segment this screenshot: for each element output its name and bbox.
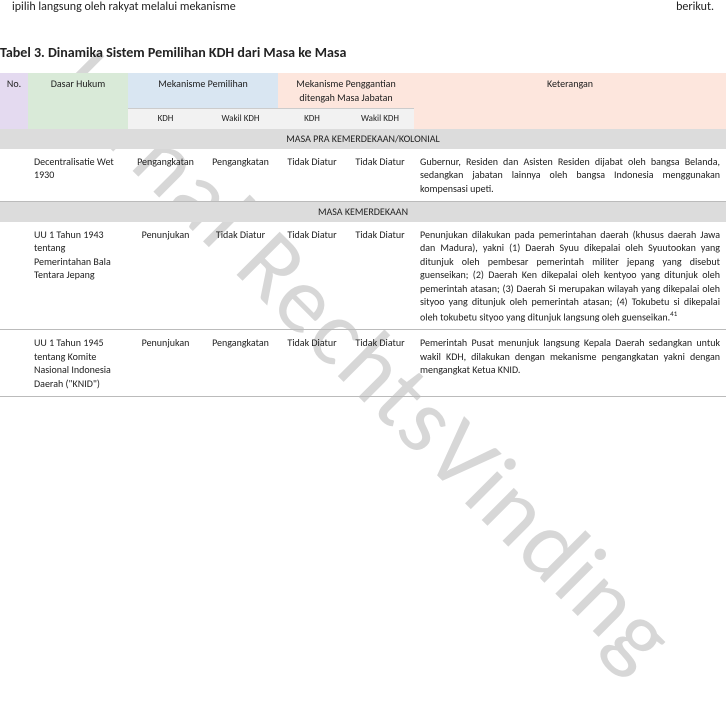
subheader-wakil-kdh-1: Wakil KDH bbox=[203, 109, 278, 130]
cell-no bbox=[0, 149, 28, 202]
cell-kdh: Penunjukan bbox=[128, 222, 203, 330]
kdh-table: No. Dasar Hukum Mekanisme Pemilihan Meka… bbox=[0, 73, 726, 397]
header-no: No. bbox=[0, 73, 28, 129]
subheader-kdh-1: KDH bbox=[128, 109, 203, 130]
page-content: ipilih langsung oleh rakyat melalui meka… bbox=[0, 0, 726, 397]
cell-dasar: UU 1 Tahun 1945 tentang Komite Nasional … bbox=[28, 330, 128, 397]
table-row: Decentralisatie Wet 1930 Pengangkatan Pe… bbox=[0, 149, 726, 202]
cell-kdh: Penunjukan bbox=[128, 330, 203, 397]
table-header: No. Dasar Hukum Mekanisme Pemilihan Meka… bbox=[0, 73, 726, 129]
table-row: UU 1 Tahun 1945 tentang Komite Nasional … bbox=[0, 330, 726, 397]
top-fragment-text: ipilih langsung oleh rakyat melalui meka… bbox=[0, 0, 726, 14]
section-label: MASA KEMERDEKAAN bbox=[0, 202, 726, 222]
header-dasar-hukum: Dasar Hukum bbox=[28, 73, 128, 129]
cell-dasar: Decentralisatie Wet 1930 bbox=[28, 149, 128, 202]
top-right-text: berikut. bbox=[676, 0, 714, 14]
cell-keterangan: Gubernur, Residen dan Asisten Residen di… bbox=[414, 149, 726, 202]
cell-pengganti-wakil-kdh: Tidak Diatur bbox=[346, 149, 414, 202]
footnote-ref: 41 bbox=[670, 309, 677, 318]
table-row: UU 1 Tahun 1943 tentang Pemerintahan Bal… bbox=[0, 222, 726, 330]
cell-pengganti-wakil-kdh: Tidak Diatur bbox=[346, 222, 414, 330]
top-left-text: ipilih langsung oleh rakyat melalui meka… bbox=[12, 0, 236, 14]
cell-keterangan: Pemerintah Pusat menunjuk langsung Kepal… bbox=[414, 330, 726, 397]
cell-kdh: Pengangkatan bbox=[128, 149, 203, 202]
cell-pengganti-wakil-kdh: Tidak Diatur bbox=[346, 330, 414, 397]
cell-pengganti-kdh: Tidak Diatur bbox=[278, 149, 346, 202]
cell-keterangan: Penunjukan dilakukan pada pemerintahan d… bbox=[414, 222, 726, 330]
header-keterangan: Keterangan bbox=[414, 73, 726, 129]
subheader-wakil-kdh-2: Wakil KDH bbox=[346, 109, 414, 130]
cell-no bbox=[0, 222, 28, 330]
cell-wakil-kdh: Pengangkatan bbox=[203, 149, 278, 202]
subheader-kdh-2: KDH bbox=[278, 109, 346, 130]
cell-pengganti-kdh: Tidak Diatur bbox=[278, 330, 346, 397]
section-pra-kemerdekaan: MASA PRA KEMERDEKAAN/KOLONIAL bbox=[0, 129, 726, 149]
header-mekanisme-penggantian: Mekanisme Penggantian ditengah Masa Jaba… bbox=[278, 73, 414, 109]
header-mekanisme-pemilihan: Mekanisme Pemilihan bbox=[128, 73, 278, 109]
section-kemerdekaan: MASA KEMERDEKAAN bbox=[0, 202, 726, 222]
section-label: MASA PRA KEMERDEKAAN/KOLONIAL bbox=[0, 129, 726, 149]
cell-wakil-kdh: Pengangkatan bbox=[203, 330, 278, 397]
table-title: Tabel 3. Dinamika Sistem Pemilihan KDH d… bbox=[0, 14, 726, 73]
cell-no bbox=[0, 330, 28, 397]
cell-wakil-kdh: Tidak Diatur bbox=[203, 222, 278, 330]
cell-pengganti-kdh: Tidak Diatur bbox=[278, 222, 346, 330]
cell-dasar: UU 1 Tahun 1943 tentang Pemerintahan Bal… bbox=[28, 222, 128, 330]
